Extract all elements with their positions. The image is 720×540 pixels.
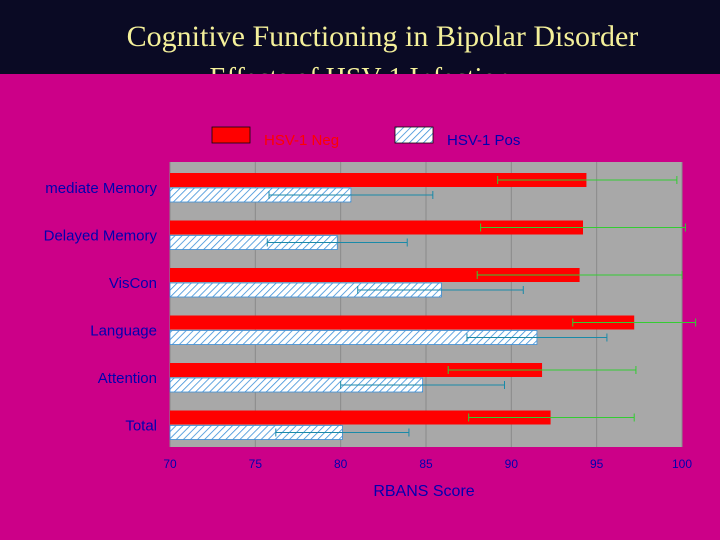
- category-label: VisCon: [109, 275, 157, 292]
- title-bar: Cognitive Functioning in Bipolar Disorde…: [0, 0, 720, 74]
- bar-hsv1-neg: [170, 220, 584, 235]
- x-axis-label: RBANS Score: [373, 483, 474, 500]
- bar-hsv1-neg: [170, 363, 543, 377]
- x-tick-label: 75: [249, 457, 263, 471]
- x-tick-label: 70: [163, 457, 177, 471]
- x-tick-label: 95: [590, 457, 604, 471]
- slide-subtitle: Effects of HSV-1 Infection: [0, 64, 720, 75]
- legend-label-pos: HSV-1 Pos: [447, 132, 520, 149]
- x-tick-label: 100: [672, 457, 692, 471]
- bars: [169, 173, 635, 440]
- legend-label-neg: HSV-1 Neg: [264, 132, 339, 149]
- category-label: Delayed Memory: [44, 228, 158, 245]
- slide-title: Cognitive Functioning in Bipolar Disorde…: [126, 20, 639, 53]
- x-tick-label: 80: [334, 457, 348, 471]
- category-label: Language: [90, 323, 157, 340]
- bar-hsv1-neg: [170, 410, 551, 425]
- error-bars: [266, 176, 697, 437]
- bar-hsv1-neg: [170, 173, 587, 187]
- bar-hsv1-neg: [170, 315, 635, 330]
- legend-swatch-neg: [211, 126, 251, 144]
- category-labels: mediate Memory Delayed Memory VisCon Langua…: [44, 180, 158, 435]
- category-label: mediate Memory: [45, 180, 157, 197]
- category-label: Total: [125, 418, 157, 435]
- grid: [169, 162, 683, 447]
- legend: HSV-1 Neg HSV-1 Pos: [211, 126, 520, 149]
- x-tick-labels: 70 75 80 85 90 95 100: [163, 457, 692, 471]
- x-tick-label: 85: [419, 457, 433, 471]
- legend-swatch-pos: [394, 126, 434, 144]
- category-label: Attention: [98, 370, 157, 387]
- x-tick-label: 90: [505, 457, 519, 471]
